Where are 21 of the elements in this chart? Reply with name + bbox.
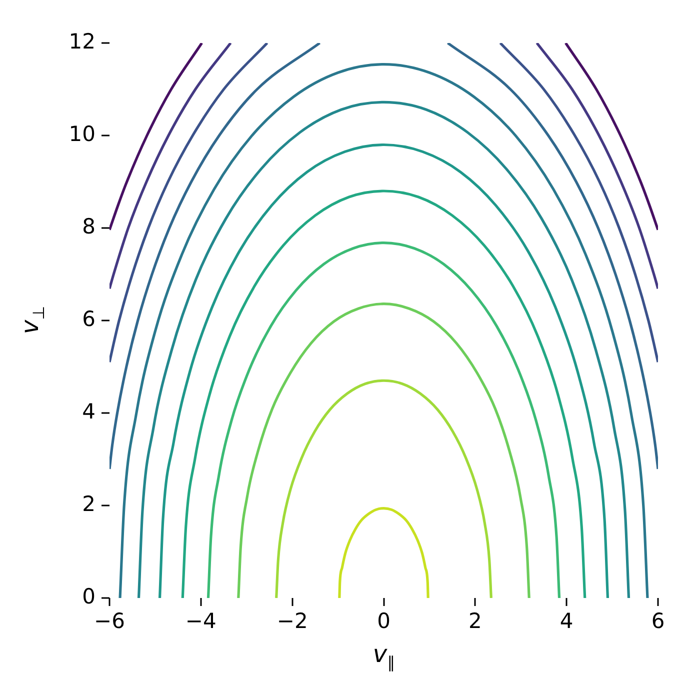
x-tick-label: −2 (276, 609, 308, 634)
line-series (338, 506, 430, 598)
x-tick-label: −6 (94, 609, 125, 634)
line-series (181, 190, 586, 598)
x-tick-label: 2 (468, 609, 482, 634)
line-series (158, 143, 610, 598)
line-series (275, 379, 492, 598)
y-tick-label: 4 (82, 399, 96, 424)
line-series (237, 302, 530, 598)
y-tick-label: 0 (82, 584, 96, 608)
y-tick-label: 8 (82, 214, 96, 238)
line-series (206, 242, 561, 598)
x-tick-label: 0 (377, 609, 390, 634)
x-axis-title: v$_{∥}$ (372, 640, 396, 672)
y-tick-label: 6 (82, 306, 96, 331)
y-tick-label: 10 (68, 122, 96, 146)
y-tick-label: 2 (82, 492, 96, 516)
x-tick-label: 6 (651, 609, 665, 634)
x-tick-label: 4 (560, 609, 574, 634)
y-tick-label: 12 (68, 29, 96, 54)
x-tick-label: −4 (185, 609, 216, 634)
